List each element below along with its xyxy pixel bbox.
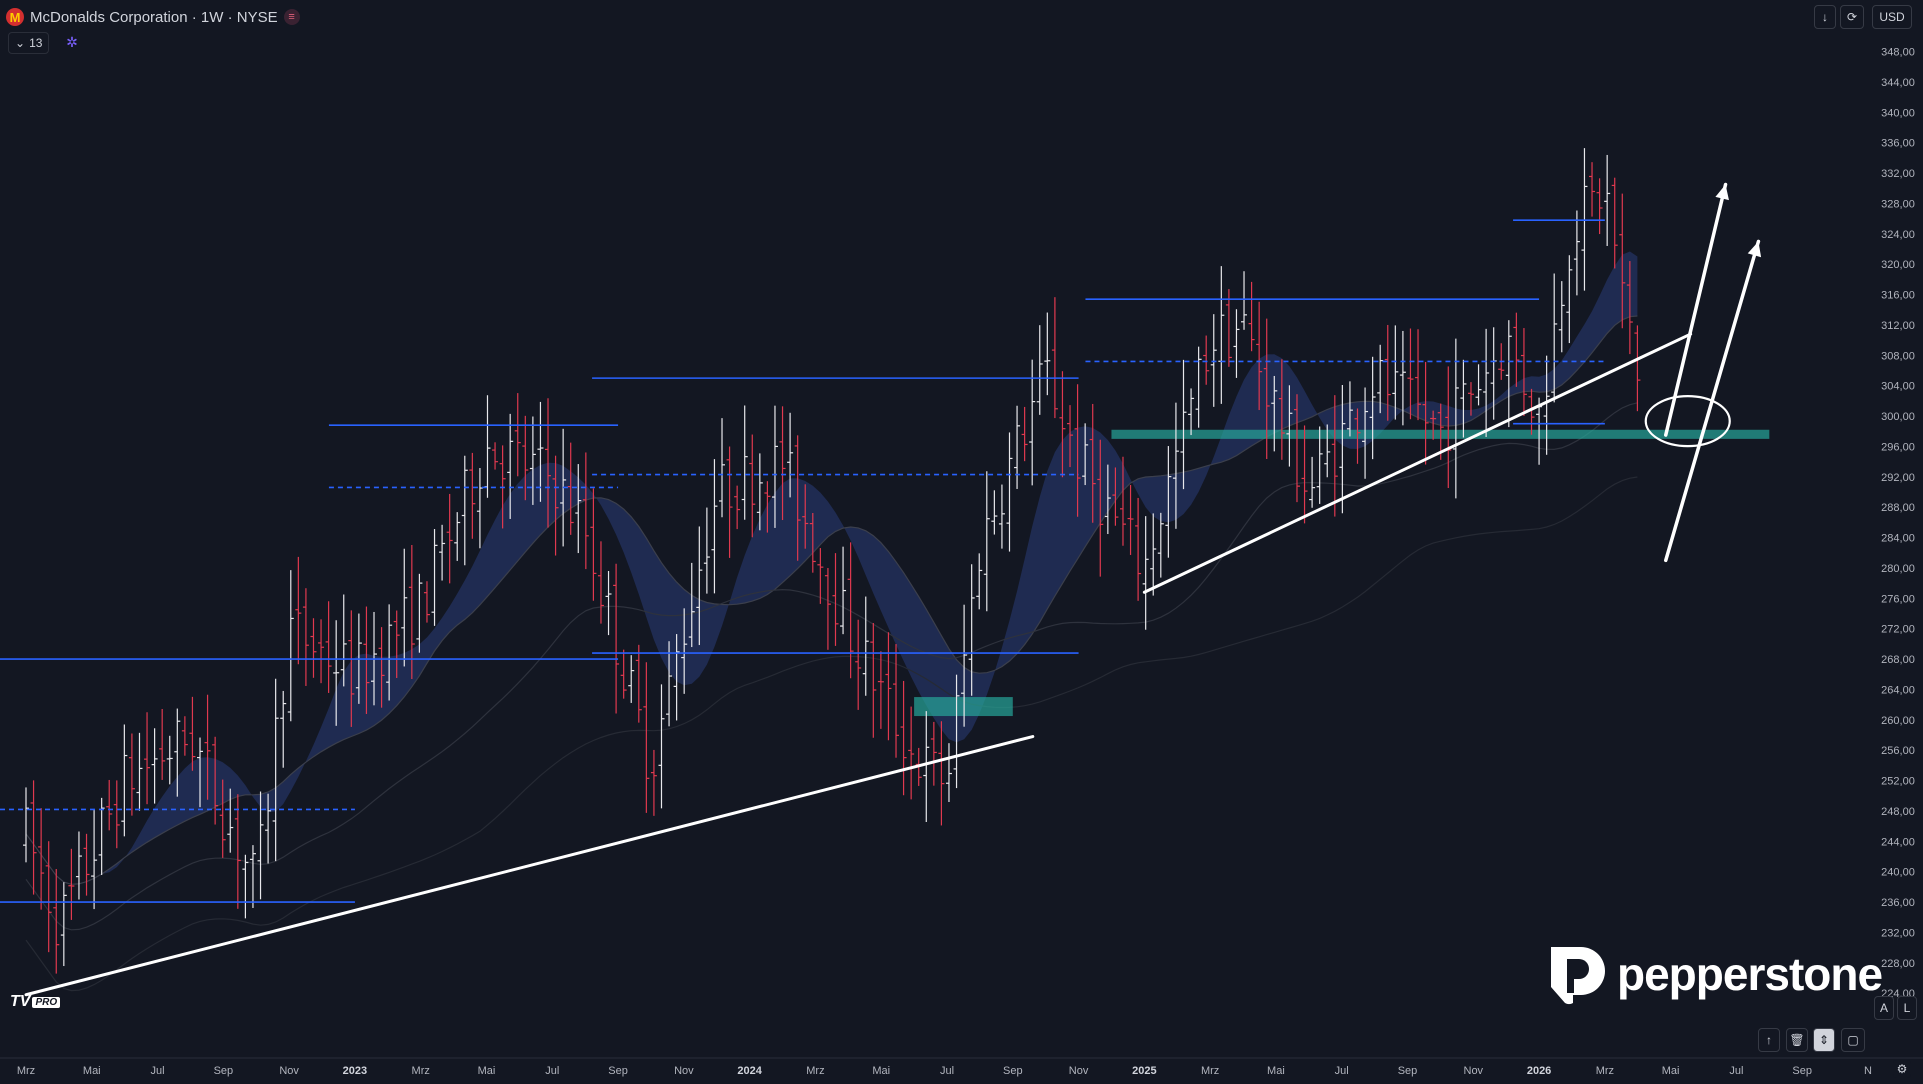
price-tick-label: 308,00 bbox=[1881, 350, 1915, 362]
log-scale-button[interactable]: L bbox=[1897, 996, 1917, 1020]
price-tick-label: 272,00 bbox=[1881, 624, 1915, 636]
time-tick-label: Mrz bbox=[1201, 1065, 1219, 1077]
price-tick-label: 284,00 bbox=[1881, 533, 1915, 545]
time-tick-label: 2023 bbox=[343, 1065, 367, 1077]
symbol-header[interactable]: M McDonalds Corporation · 1W · NYSE ≡ bbox=[6, 7, 300, 27]
time-tick-label: Mai bbox=[1662, 1065, 1680, 1077]
price-tick-label: 332,00 bbox=[1881, 168, 1915, 180]
price-tick-label: 232,00 bbox=[1881, 927, 1915, 939]
price-tick-label: 340,00 bbox=[1881, 107, 1915, 119]
trendline-2[interactable] bbox=[1142, 332, 1693, 594]
time-tick-label: Sep bbox=[1003, 1065, 1023, 1077]
price-tick-label: 336,00 bbox=[1881, 138, 1915, 150]
time-tick-label: 2024 bbox=[737, 1065, 762, 1077]
arrow-head-1 bbox=[1715, 184, 1729, 201]
price-tick-label: 268,00 bbox=[1881, 654, 1915, 666]
time-tick-label: Jul bbox=[1335, 1065, 1349, 1077]
support-zone-1 bbox=[914, 697, 1013, 717]
tradingview-logo: TV PRO bbox=[10, 993, 61, 1011]
time-tick-label: Mai bbox=[872, 1065, 890, 1077]
arrow-head-2 bbox=[1747, 241, 1762, 258]
price-tick-label: 228,00 bbox=[1881, 958, 1915, 970]
refresh-icon[interactable]: ⟳ bbox=[1840, 5, 1864, 29]
price-tick-label: 320,00 bbox=[1881, 259, 1915, 271]
price-tick-label: 288,00 bbox=[1881, 502, 1915, 514]
time-tick-label: Sep bbox=[1792, 1065, 1812, 1077]
currency-button[interactable]: USD bbox=[1872, 5, 1912, 29]
time-tick-label: Mrz bbox=[412, 1065, 430, 1077]
time-tick-label: Nov bbox=[1069, 1065, 1089, 1077]
symbol-menu-icon[interactable]: ≡ bbox=[283, 9, 300, 25]
indicators-toggle[interactable]: ⌄ 13 bbox=[8, 32, 50, 54]
time-tick-label: Nov bbox=[1464, 1065, 1484, 1077]
price-tick-label: 248,00 bbox=[1881, 806, 1915, 818]
time-tick-label: Sep bbox=[1398, 1065, 1418, 1077]
time-tick-label: Jul bbox=[151, 1065, 165, 1077]
pro-badge: PRO bbox=[32, 996, 61, 1008]
price-tick-label: 324,00 bbox=[1881, 229, 1915, 241]
trendline-1[interactable] bbox=[24, 735, 1035, 997]
time-tick-label: Jul bbox=[940, 1065, 954, 1077]
price-tick-label: 264,00 bbox=[1881, 684, 1915, 696]
ma-line-longest bbox=[25, 476, 1638, 992]
price-tick-label: 280,00 bbox=[1881, 563, 1915, 575]
price-tick-label: 260,00 bbox=[1881, 715, 1915, 727]
settings-icon[interactable]: ⚙ bbox=[1893, 1060, 1911, 1078]
price-tick-label: 292,00 bbox=[1881, 472, 1915, 484]
ma-line-slow bbox=[25, 315, 1638, 885]
price-tick-label: 304,00 bbox=[1881, 381, 1915, 393]
chevron-down-icon: ⌄ bbox=[15, 36, 26, 50]
time-tick-label: Nov bbox=[674, 1065, 694, 1077]
chevron-updown-icon[interactable]: ⇕ bbox=[1813, 1028, 1835, 1052]
price-tick-label: 316,00 bbox=[1881, 290, 1915, 302]
time-tick-label: Sep bbox=[608, 1065, 628, 1077]
price-tick-label: 328,00 bbox=[1881, 198, 1915, 210]
price-tick-label: 300,00 bbox=[1881, 411, 1915, 423]
time-tick-label: Nov bbox=[279, 1065, 299, 1077]
time-tick-label: Mrz bbox=[17, 1065, 35, 1077]
price-tick-label: 236,00 bbox=[1881, 897, 1915, 909]
price-tick-label: 240,00 bbox=[1881, 867, 1915, 879]
highlight-ellipse[interactable] bbox=[1644, 394, 1731, 448]
time-tick-label: Sep bbox=[214, 1065, 234, 1077]
time-tick-label: N bbox=[1864, 1065, 1872, 1077]
arrow-up-icon[interactable]: ↑ bbox=[1758, 1028, 1780, 1052]
time-tick-label: Mai bbox=[1267, 1065, 1285, 1077]
pepperstone-brand-text: pepperstone bbox=[1617, 948, 1883, 1000]
price-tick-label: 344,00 bbox=[1881, 77, 1915, 89]
time-tick-label: Mai bbox=[83, 1065, 101, 1077]
price-tick-label: 296,00 bbox=[1881, 441, 1915, 453]
price-tick-label: 312,00 bbox=[1881, 320, 1915, 332]
time-tick-label: Mrz bbox=[806, 1065, 824, 1077]
settings-gear-icon[interactable]: ✲ bbox=[66, 34, 78, 50]
trash-icon[interactable]: 🗑 bbox=[1786, 1028, 1808, 1052]
price-tick-label: 256,00 bbox=[1881, 745, 1915, 757]
pepperstone-logo-icon bbox=[1551, 947, 1605, 1005]
square-icon[interactable]: ▢ bbox=[1841, 1028, 1865, 1052]
price-tick-label: 244,00 bbox=[1881, 836, 1915, 848]
time-tick-label: Mrz bbox=[1596, 1065, 1614, 1077]
price-tick-label: 276,00 bbox=[1881, 593, 1915, 605]
ma-ribbon bbox=[26, 251, 1638, 885]
pepperstone-watermark: pepperstone bbox=[1545, 943, 1883, 1005]
time-tick-label: 2026 bbox=[1527, 1065, 1551, 1077]
indicator-count: 13 bbox=[29, 36, 43, 50]
tv-mark-icon: TV bbox=[10, 993, 31, 1010]
time-tick-label: Jul bbox=[1729, 1065, 1743, 1077]
symbol-title: McDonalds Corporation · 1W · NYSE bbox=[30, 8, 278, 26]
mcdonalds-logo-icon: M bbox=[6, 8, 24, 26]
auto-scale-button[interactable]: A bbox=[1874, 996, 1894, 1020]
price-tick-label: 252,00 bbox=[1881, 776, 1915, 788]
time-tick-label: 2025 bbox=[1132, 1065, 1156, 1077]
price-axis[interactable] bbox=[1875, 0, 1923, 1058]
price-tick-label: 348,00 bbox=[1881, 47, 1915, 59]
arrow-down-icon[interactable]: ↓ bbox=[1814, 5, 1836, 29]
time-tick-label: Mai bbox=[478, 1065, 496, 1077]
time-tick-label: Jul bbox=[545, 1065, 559, 1077]
projection-arrow-1[interactable] bbox=[1664, 182, 1728, 437]
